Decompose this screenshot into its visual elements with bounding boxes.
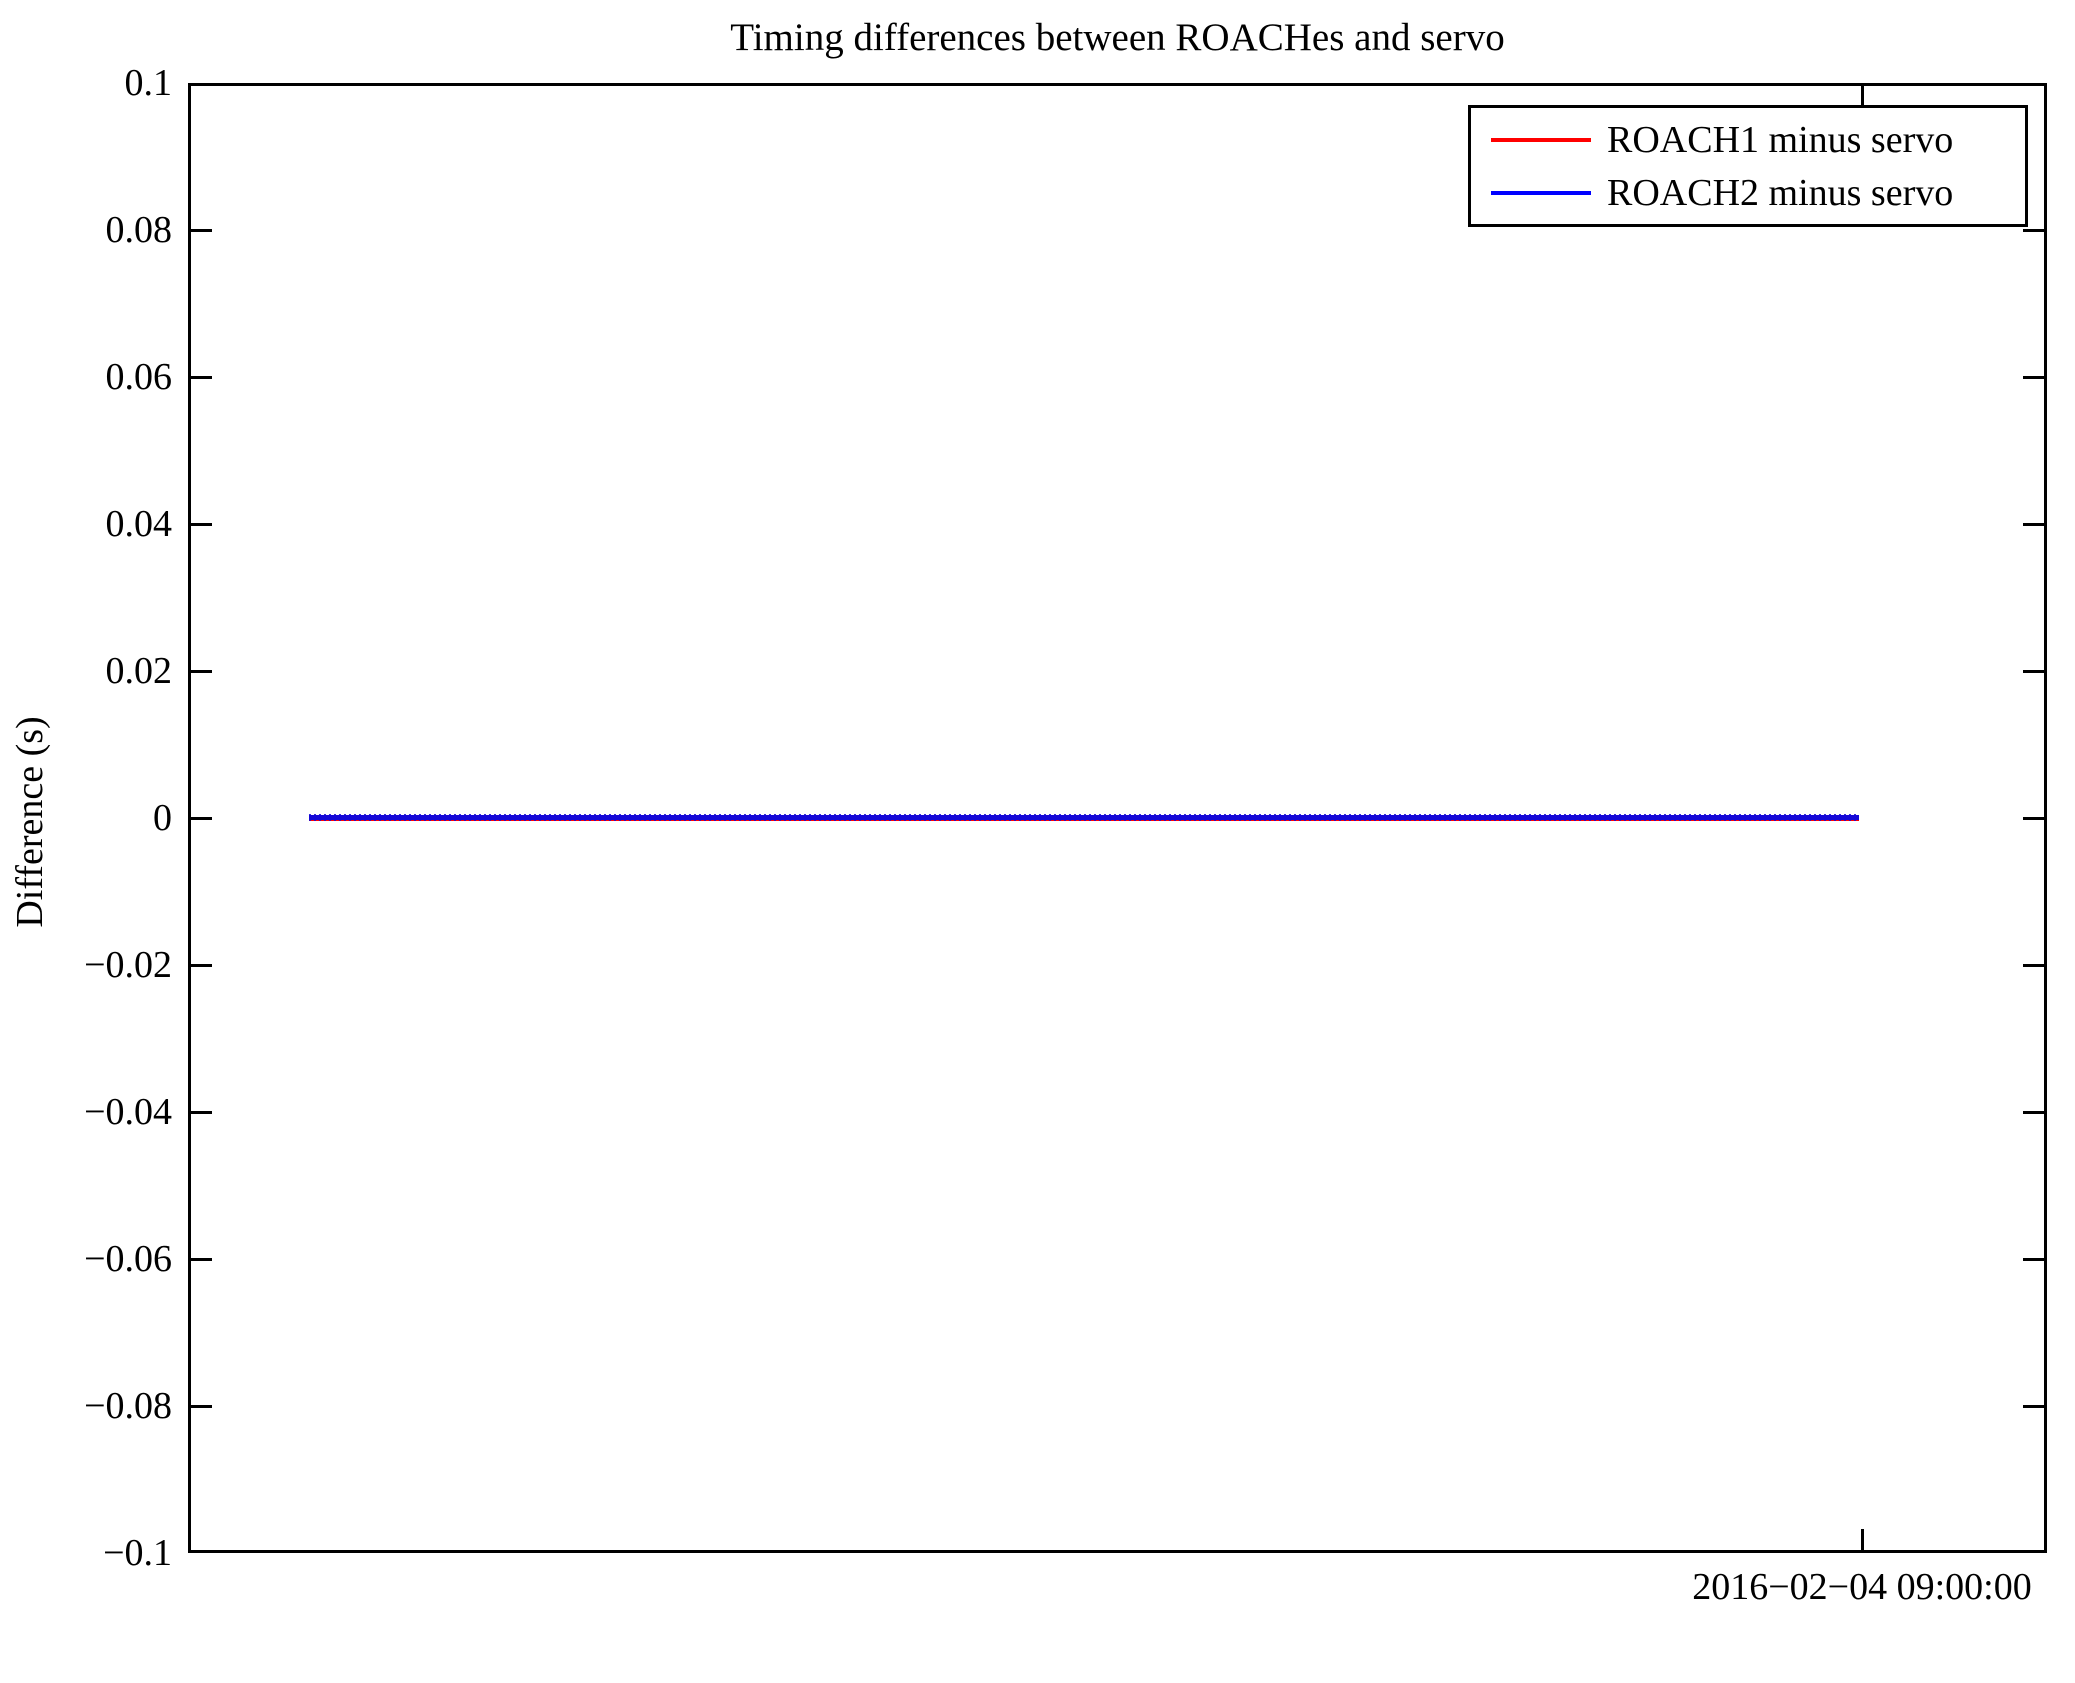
y-tick-mark-left xyxy=(188,1404,212,1408)
y-tick-mark-right xyxy=(2023,669,2047,673)
y-tick-mark-right xyxy=(2023,1404,2047,1408)
y-tick-mark-right xyxy=(2023,522,2047,526)
legend-line-sample xyxy=(1491,190,1591,195)
y-tick-label: −0.04 xyxy=(84,1091,172,1133)
legend-label: ROACH1 minus servo xyxy=(1607,118,1954,161)
legend: ROACH1 minus servo ROACH2 minus servo xyxy=(1468,105,2028,227)
chart-title: Timing differences between ROACHes and s… xyxy=(730,16,1505,59)
y-tick-mark-left xyxy=(188,522,212,526)
legend-entry: ROACH2 minus servo xyxy=(1471,166,2025,219)
y-tick-mark-right xyxy=(2023,1257,2047,1261)
y-tick-mark-right xyxy=(2023,375,2047,379)
y-tick-label: 0.04 xyxy=(105,503,173,545)
y-tick-mark-right xyxy=(2023,816,2047,820)
y-tick-label: 0.06 xyxy=(105,356,173,398)
y-tick-mark-right xyxy=(2023,1110,2047,1114)
y-tick-mark-left xyxy=(188,963,212,967)
y-tick-label: 0.08 xyxy=(105,209,173,251)
y-tick-mark-right xyxy=(2023,963,2047,967)
y-tick-mark-right xyxy=(2023,228,2047,232)
y-tick-label: 0 xyxy=(153,797,172,839)
y-tick-mark-left xyxy=(188,375,212,379)
y-tick-mark-left xyxy=(188,1110,212,1114)
y-tick-label: 0.1 xyxy=(124,62,173,104)
y-tick-label: −0.08 xyxy=(84,1385,172,1427)
legend-label: ROACH2 minus servo xyxy=(1607,171,1954,214)
y-tick-label: −0.06 xyxy=(84,1238,172,1280)
y-tick-mark-left xyxy=(188,669,212,673)
x-tick-mark-top xyxy=(1860,83,1864,107)
legend-entry: ROACH1 minus servo xyxy=(1471,113,2025,166)
y-tick-mark-left xyxy=(188,1257,212,1261)
x-tick-mark-bottom xyxy=(1860,1529,1864,1553)
legend-line-sample xyxy=(1491,137,1591,142)
y-tick-mark-left xyxy=(188,228,212,232)
y-tick-mark-left xyxy=(188,816,212,820)
y-tick-label: −0.02 xyxy=(84,944,172,986)
y-tick-label: 0.02 xyxy=(105,650,173,692)
roach2-line xyxy=(309,814,1859,821)
y-tick-label: −0.1 xyxy=(103,1532,172,1574)
x-tick-label: 2016−02−04 09:00:00 xyxy=(1692,1566,2032,1608)
